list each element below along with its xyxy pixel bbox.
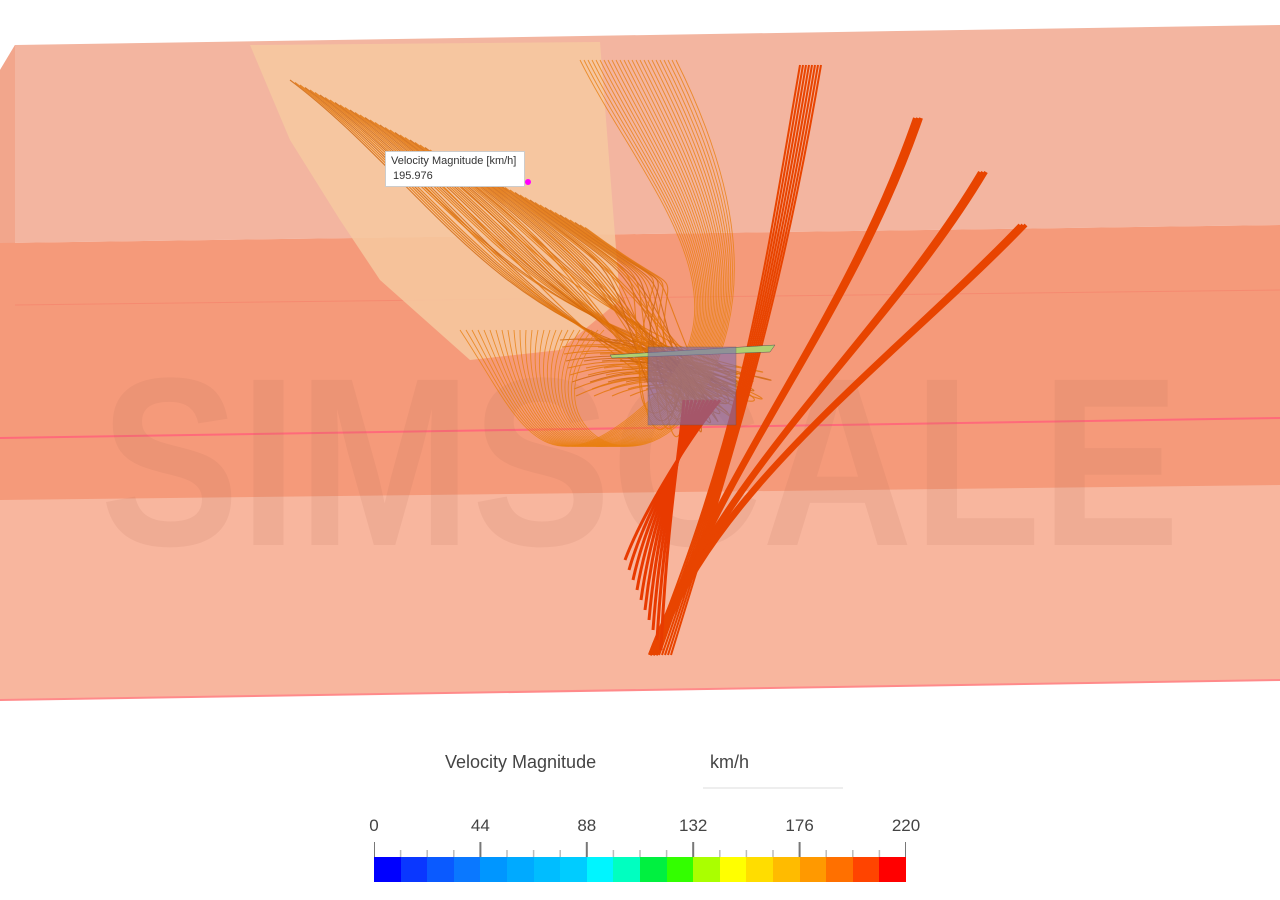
colorbar-bin (506, 857, 534, 882)
probe-point-marker (525, 179, 531, 185)
colorbar-bin (719, 857, 747, 882)
tooltip-value: 195.976 (393, 170, 433, 182)
domain-edge (0, 679, 1280, 701)
colorbar-bin (879, 857, 906, 882)
3d-viewport[interactable]: SIMSCALE Velocity Magnitude [km/h] 195.9… (0, 0, 1280, 720)
streamline (652, 64, 804, 656)
colorbar-bin (374, 857, 401, 882)
legend-tick-label: 0 (369, 816, 379, 835)
legend-tick-label: 88 (577, 816, 597, 835)
colorbar-bin (746, 857, 773, 882)
colorbar-bin (826, 857, 853, 882)
vehicle-body (647, 346, 737, 426)
domain-bottom-face (0, 485, 1280, 700)
legend-tick-label: 220 (891, 816, 921, 835)
tooltip-label: Velocity Magnitude [km/h] (391, 155, 517, 167)
colorbar (374, 857, 906, 882)
legend-title: Velocity Magnitude (445, 752, 597, 772)
colorbar-bin (400, 857, 428, 882)
legend-tick-label: 44 (470, 816, 490, 835)
colorbar-bin (533, 857, 561, 882)
colorbar-bin (453, 857, 481, 882)
domain-edge (14, 289, 1280, 306)
legend-tick-label: 132 (679, 816, 708, 835)
streamline (649, 64, 801, 656)
legend-tick-label: 176 (785, 816, 814, 835)
colorbar-bin (427, 857, 454, 882)
colorbar-bin (852, 857, 880, 882)
colorbar-bin (799, 857, 827, 882)
colorbar-bin (693, 857, 720, 882)
colorbar-bin (586, 857, 614, 882)
colorbar-bin (560, 857, 587, 882)
legend-unit-selector[interactable]: km/h (703, 752, 843, 789)
colorbar-bin (639, 857, 667, 882)
colorbar-bin (772, 857, 800, 882)
streamline (654, 223, 1028, 656)
simulation-scene[interactable]: SIMSCALE (0, 0, 1280, 720)
colorbar-bin (613, 857, 640, 882)
colorbar-bin (666, 857, 694, 882)
legend-ticks (374, 842, 906, 858)
probe-tooltip: Velocity Magnitude [km/h] 195.976 (385, 151, 525, 187)
colorbar-bin (480, 857, 507, 882)
